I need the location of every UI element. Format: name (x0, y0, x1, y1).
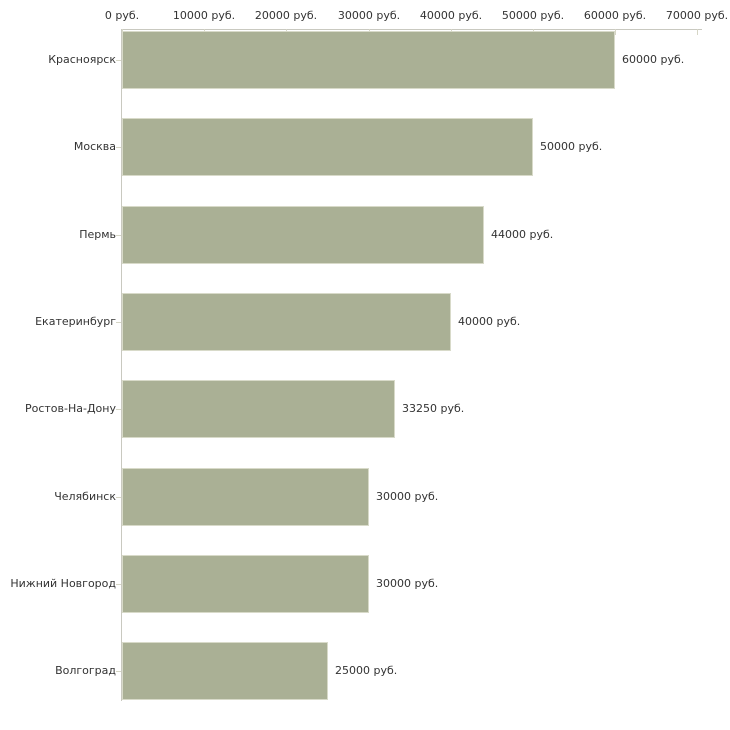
chart-bar (122, 293, 451, 351)
category-label: Нижний Новгород (10, 577, 116, 590)
x-tick-label: 20000 руб. (254, 9, 318, 22)
x-tick-label: 40000 руб. (419, 9, 483, 22)
x-tick-label: 60000 руб. (583, 9, 647, 22)
value-label: 30000 руб. (376, 490, 439, 503)
x-tick-label: 0 руб. (104, 9, 140, 22)
y-tick-mark (116, 322, 121, 323)
y-tick-mark (116, 497, 121, 498)
category-label: Пермь (79, 228, 116, 241)
x-tick-mark (615, 29, 616, 35)
chart-bar (122, 380, 395, 438)
category-label: Ростов-На-Дону (24, 402, 116, 415)
value-label: 60000 руб. (622, 53, 685, 66)
category-label: Красноярск (48, 53, 116, 66)
value-label: 33250 руб. (402, 402, 465, 415)
x-tick-label: 10000 руб. (172, 9, 236, 22)
y-tick-mark (116, 235, 121, 236)
value-label: 40000 руб. (458, 315, 521, 328)
y-tick-mark (116, 584, 121, 585)
chart-bar (122, 31, 615, 89)
y-tick-mark (116, 409, 121, 410)
y-axis-line (121, 29, 122, 701)
chart-bar (122, 118, 533, 176)
value-label: 44000 руб. (491, 228, 554, 241)
x-tick-label: 50000 руб. (501, 9, 565, 22)
x-axis-line (122, 29, 702, 30)
chart-bar (122, 555, 369, 613)
x-tick-mark (697, 29, 698, 35)
y-tick-mark (116, 60, 121, 61)
chart-bar (122, 468, 369, 526)
value-label: 30000 руб. (376, 577, 439, 590)
value-label: 25000 руб. (335, 664, 398, 677)
x-tick-label: 70000 руб. (665, 9, 729, 22)
category-label: Екатеринбург (35, 315, 116, 328)
value-label: 50000 руб. (540, 140, 603, 153)
category-label: Челябинск (54, 490, 116, 503)
chart-bar (122, 642, 328, 700)
chart-bar (122, 206, 484, 264)
x-tick-label: 30000 руб. (337, 9, 401, 22)
category-label: Москва (73, 140, 116, 153)
y-tick-mark (116, 671, 121, 672)
y-tick-mark (116, 147, 121, 148)
category-label: Волгоград (55, 664, 116, 677)
